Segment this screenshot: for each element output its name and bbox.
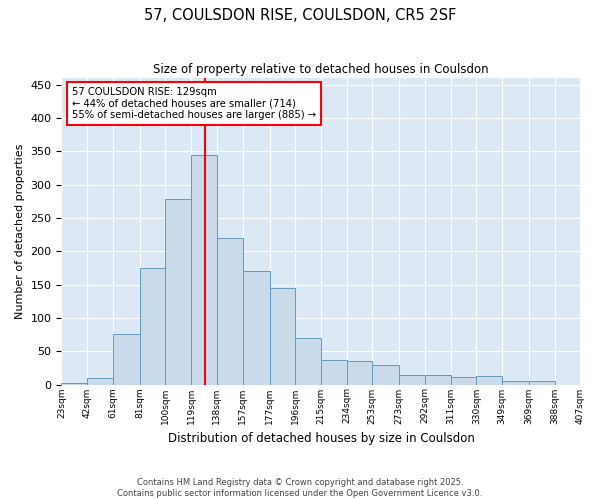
Text: 57, COULSDON RISE, COULSDON, CR5 2SF: 57, COULSDON RISE, COULSDON, CR5 2SF: [144, 8, 456, 22]
Bar: [400, 374, 425, 384]
Bar: [87, 378, 113, 384]
Title: Size of property relative to detached houses in Coulsdon: Size of property relative to detached ho…: [153, 62, 489, 76]
Bar: [373, 364, 400, 384]
Bar: [140, 268, 166, 384]
Bar: [191, 154, 217, 384]
Bar: [321, 360, 347, 384]
Text: 57 COULSDON RISE: 129sqm
← 44% of detached houses are smaller (714)
55% of semi-: 57 COULSDON RISE: 129sqm ← 44% of detach…: [72, 87, 316, 120]
Bar: [217, 238, 242, 384]
Bar: [295, 338, 321, 384]
Text: Contains HM Land Registry data © Crown copyright and database right 2025.
Contai: Contains HM Land Registry data © Crown c…: [118, 478, 482, 498]
Bar: [269, 288, 295, 384]
Bar: [529, 380, 555, 384]
Y-axis label: Number of detached properties: Number of detached properties: [15, 144, 25, 319]
Bar: [242, 272, 269, 384]
Bar: [61, 383, 87, 384]
X-axis label: Distribution of detached houses by size in Coulsdon: Distribution of detached houses by size …: [167, 432, 475, 445]
Bar: [166, 200, 191, 384]
Bar: [425, 374, 451, 384]
Bar: [476, 376, 502, 384]
Bar: [113, 334, 140, 384]
Bar: [502, 380, 529, 384]
Bar: [347, 361, 373, 384]
Bar: [451, 376, 476, 384]
